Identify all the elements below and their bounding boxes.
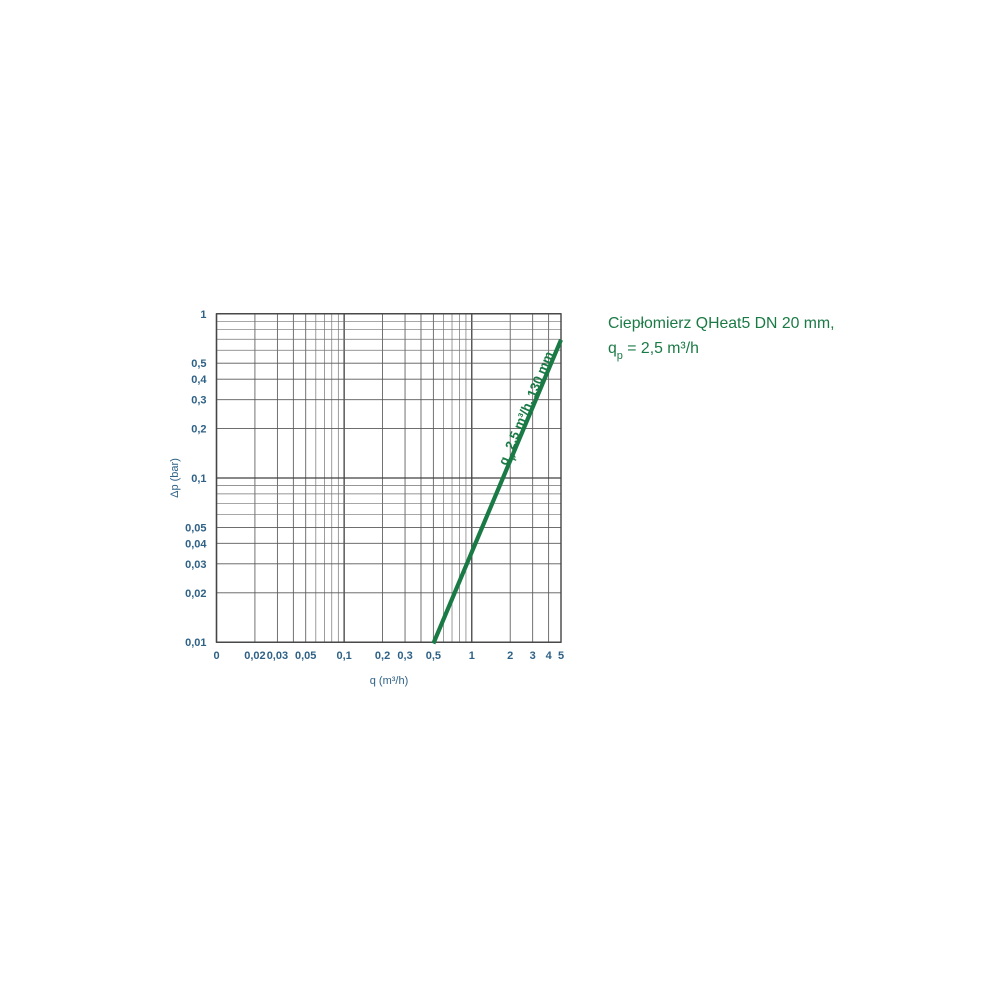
svg-text:0,02: 0,02	[244, 650, 265, 662]
svg-text:0: 0	[213, 650, 219, 662]
svg-text:qp 2,5 m³/h, 130 mm: qp 2,5 m³/h, 130 mm	[495, 349, 560, 469]
svg-text:Δp (bar): Δp (bar)	[169, 458, 181, 498]
svg-text:0,5: 0,5	[426, 650, 441, 662]
svg-text:0,3: 0,3	[191, 395, 206, 407]
svg-text:1: 1	[469, 650, 475, 662]
svg-text:qp = 2,5 m³/h: qp = 2,5 m³/h	[608, 340, 699, 362]
svg-text:0,4: 0,4	[191, 374, 207, 386]
svg-text:0,3: 0,3	[397, 650, 412, 662]
svg-text:0,5: 0,5	[191, 358, 206, 370]
svg-text:0,05: 0,05	[185, 522, 206, 534]
svg-text:q (m³/h): q (m³/h)	[370, 675, 409, 687]
svg-text:0,03: 0,03	[185, 559, 206, 571]
svg-text:0,05: 0,05	[295, 650, 316, 662]
svg-text:Ciepłomierz QHeat5 DN 20 mm,: Ciepłomierz QHeat5 DN 20 mm,	[608, 315, 835, 332]
svg-text:0,2: 0,2	[191, 424, 206, 436]
svg-text:3: 3	[530, 650, 536, 662]
svg-text:1: 1	[200, 309, 206, 321]
svg-text:0,1: 0,1	[336, 650, 351, 662]
svg-text:0,02: 0,02	[185, 588, 206, 600]
svg-text:5: 5	[558, 650, 564, 662]
svg-text:2: 2	[507, 650, 513, 662]
svg-text:0,01: 0,01	[185, 637, 206, 649]
svg-text:0,03: 0,03	[267, 650, 288, 662]
svg-text:0,04: 0,04	[185, 538, 207, 550]
svg-text:0,1: 0,1	[191, 473, 206, 485]
svg-text:0,2: 0,2	[375, 650, 390, 662]
svg-text:4: 4	[546, 650, 553, 662]
